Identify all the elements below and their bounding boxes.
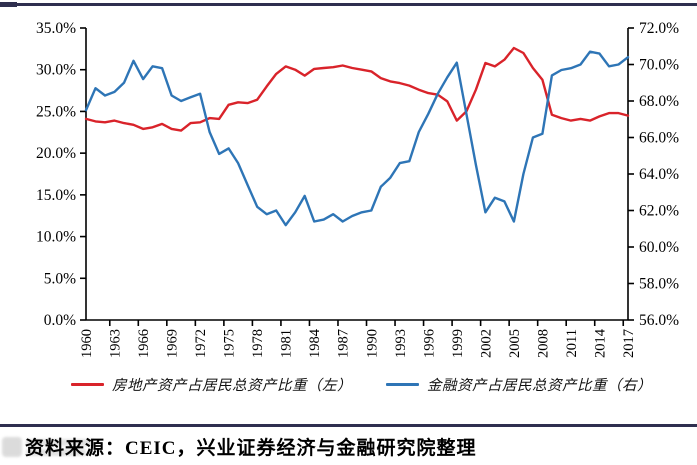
left-axis-tick-label: 15.0% (36, 187, 76, 204)
right-axis-tick-label: 70.0% (639, 57, 679, 74)
x-axis-tick-label: 1960 (79, 329, 95, 358)
x-axis-tick-label: 1993 (393, 329, 409, 358)
left-axis-tick-label: 35.0% (36, 20, 76, 37)
right-axis-tick-label: 62.0% (639, 203, 679, 220)
x-axis-tick-label: 1984 (307, 328, 323, 358)
legend-label-financial: 金融资产占居民总资产比重（右） (427, 377, 652, 394)
red-line-swatch (71, 382, 104, 386)
x-axis-tick-label: 2011 (564, 329, 580, 357)
chart-legend: 房地产资产占居民总资产比重（左） 金融资产占居民总资产比重（右） (0, 372, 697, 396)
legend-item-real-estate: 房地产资产占居民总资产比重（左） (71, 374, 352, 395)
real-estate-share-line (84, 46, 630, 132)
left-axis-tick-label: 30.0% (36, 62, 76, 79)
x-axis-tick-label: 2005 (507, 329, 523, 358)
x-axis-tick-label: 1972 (193, 329, 209, 358)
x-axis-tick-label: 1996 (421, 329, 437, 358)
right-axis-tick-label: 60.0% (639, 239, 679, 256)
legend-label-real-estate: 房地产资产占居民总资产比重（左） (112, 377, 352, 394)
right-axis-tick-label: 72.0% (639, 20, 679, 37)
dual-axis-line-chart: 35.0% 30.0% 25.0% 20.0% 15.0% 10.0% 5.0% 0.0% 72… (36, 20, 679, 358)
x-axis-tick-label: 1999 (450, 329, 466, 358)
right-axis-tick-label: 56.0% (639, 312, 679, 329)
top-divider (0, 3, 697, 6)
left-axis-tick-label: 0.0% (44, 312, 76, 329)
x-axis-tick-label: 1963 (108, 329, 124, 358)
left-axis-tick-label: 5.0% (44, 270, 76, 287)
x-axis-tick-label: 1987 (336, 329, 352, 358)
legend-item-financial: 金融资产占居民总资产比重（右） (386, 374, 652, 395)
x-axis-tick-label: 1981 (279, 329, 295, 358)
source-note: 资料来源：CEIC，兴业证券经济与金融研究院整理 (25, 438, 477, 459)
left-axis-tick-label: 10.0% (36, 229, 76, 246)
x-axis-tick-label: 1969 (165, 329, 181, 358)
blue-line-swatch (386, 382, 419, 386)
x-axis-tick-label: 2002 (478, 329, 494, 358)
x-axis-tick-label: 1990 (364, 329, 380, 358)
top-divider-cap (0, 1, 17, 7)
x-axis-tick-label: 2008 (535, 329, 551, 358)
financial-assets-share-line (84, 50, 630, 227)
watermark-logo (2, 437, 22, 457)
left-axis-tick-label: 25.0% (36, 103, 76, 120)
left-axis-tick-label: 20.0% (36, 145, 76, 162)
x-axis-tick-label: 1966 (136, 329, 152, 358)
footer-divider (0, 424, 697, 427)
right-axis-tick-label: 64.0% (639, 166, 679, 183)
right-axis-tick-label: 68.0% (639, 93, 679, 110)
x-axis-tick-label: 1978 (250, 329, 266, 358)
x-axis-tick-label: 1975 (222, 329, 238, 358)
right-axis-tick-label: 58.0% (639, 276, 679, 293)
right-axis-tick-label: 66.0% (639, 130, 679, 147)
x-axis-tick-label: 2014 (592, 328, 608, 358)
x-axis-tick-label: 2017 (621, 329, 637, 358)
